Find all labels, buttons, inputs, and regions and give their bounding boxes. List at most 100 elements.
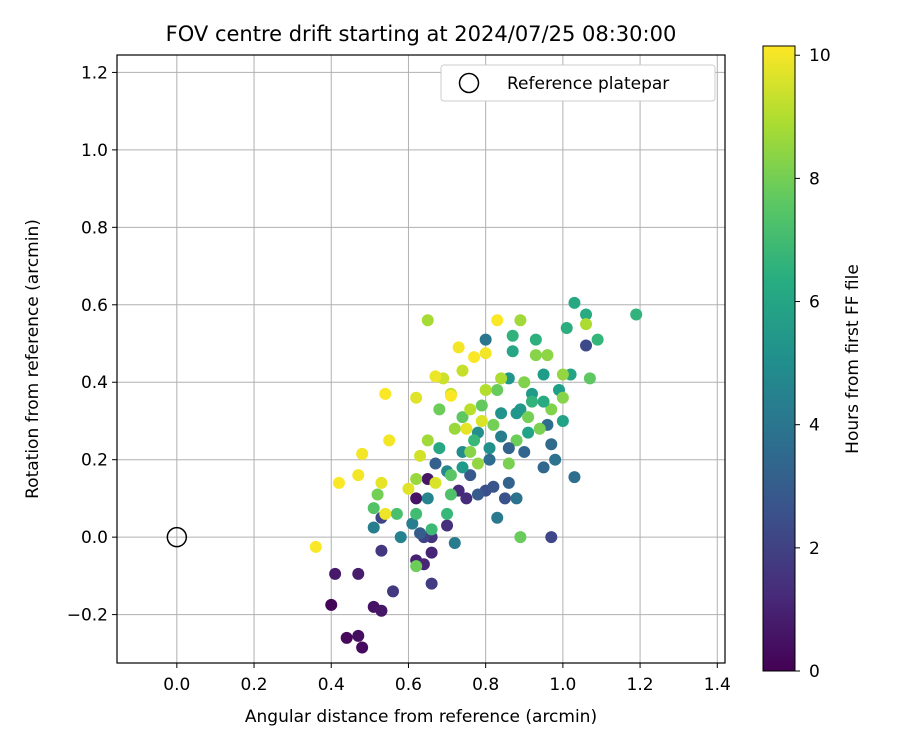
data-point xyxy=(468,351,481,364)
data-point xyxy=(525,395,538,408)
data-point xyxy=(468,434,481,447)
x-tick-label: 0.2 xyxy=(241,675,268,695)
data-point xyxy=(487,480,500,493)
y-tick-label: −0.2 xyxy=(67,606,108,626)
data-point xyxy=(421,492,434,505)
data-point xyxy=(506,345,519,358)
chart-title: FOV centre drift starting at 2024/07/25 … xyxy=(166,22,677,46)
data-point xyxy=(444,488,457,501)
data-point xyxy=(533,422,546,435)
legend-marker-open-circle xyxy=(458,72,480,94)
data-point xyxy=(410,473,423,486)
data-point xyxy=(510,492,523,505)
data-point xyxy=(456,364,469,377)
data-point xyxy=(522,411,535,424)
data-point xyxy=(529,333,542,346)
data-point xyxy=(325,598,338,611)
data-point xyxy=(421,434,434,447)
y-axis-label: Rotation from reference (arcmin) xyxy=(23,219,43,499)
data-point xyxy=(309,540,322,553)
data-point xyxy=(460,422,473,435)
data-point xyxy=(448,536,461,549)
data-point xyxy=(352,567,365,580)
colorbar-gradient xyxy=(762,45,796,672)
x-tick-label: 0.8 xyxy=(472,675,499,695)
data-point xyxy=(556,391,569,404)
data-point xyxy=(483,442,496,455)
data-point xyxy=(568,471,581,484)
data-point xyxy=(495,430,508,443)
data-point xyxy=(495,372,508,385)
data-point xyxy=(518,445,531,458)
data-point xyxy=(379,387,392,400)
x-tick-label: 0.4 xyxy=(318,675,345,695)
data-point xyxy=(340,631,353,644)
x-tick-label: 1.0 xyxy=(549,675,576,695)
colorbar-tick-label: 2 xyxy=(809,539,820,559)
x-tick-label: 0.0 xyxy=(163,675,190,695)
data-point xyxy=(390,507,403,520)
x-axis-ticks: 0.0 0.2 0.4 0.6 0.8 1.0 1.2 1.4 xyxy=(163,663,731,695)
data-point xyxy=(352,469,365,482)
data-point xyxy=(332,476,345,489)
data-point xyxy=(375,604,388,617)
legend-label: Reference platepar xyxy=(507,74,669,94)
data-point xyxy=(429,370,442,383)
data-point xyxy=(556,368,569,381)
data-point xyxy=(580,318,593,331)
data-point xyxy=(479,383,492,396)
data-point xyxy=(425,546,438,559)
x-tick-label: 0.6 xyxy=(395,675,422,695)
data-point xyxy=(433,403,446,416)
data-point xyxy=(352,629,365,642)
data-point xyxy=(502,476,515,489)
y-tick-label: 1.2 xyxy=(81,63,108,83)
data-point xyxy=(406,517,419,530)
data-point xyxy=(487,418,500,431)
y-tick-label: 0.0 xyxy=(81,528,108,548)
data-point xyxy=(414,449,427,462)
colorbar-label: Hours from first FF file xyxy=(843,264,863,454)
data-point xyxy=(375,476,388,489)
data-point xyxy=(410,507,423,520)
data-point xyxy=(429,457,442,470)
data-point xyxy=(556,414,569,427)
data-point xyxy=(471,488,484,501)
data-point xyxy=(491,511,504,524)
data-point xyxy=(591,333,604,346)
reference-platepar-marker xyxy=(166,526,188,548)
data-point xyxy=(630,308,643,321)
data-point xyxy=(537,461,550,474)
data-point xyxy=(545,438,558,451)
data-point xyxy=(537,395,550,408)
data-point xyxy=(514,531,527,544)
y-tick-label: 0.2 xyxy=(81,451,108,471)
data-point xyxy=(498,492,511,505)
data-point xyxy=(479,347,492,360)
data-point xyxy=(425,523,438,536)
data-point xyxy=(464,469,477,482)
data-point xyxy=(444,469,457,482)
data-point xyxy=(460,492,473,505)
colorbar-ticks: 0 2 4 6 8 10 xyxy=(795,46,831,682)
data-point xyxy=(560,322,573,335)
data-point xyxy=(549,453,562,466)
data-point xyxy=(541,349,554,362)
y-tick-label: 1.0 xyxy=(81,141,108,161)
data-point xyxy=(383,434,396,447)
x-axis-label: Angular distance from reference (arcmin) xyxy=(245,707,597,727)
data-point xyxy=(441,519,454,532)
data-point xyxy=(514,314,527,327)
data-point xyxy=(425,577,438,590)
data-point xyxy=(410,560,423,573)
data-point xyxy=(583,372,596,385)
data-point xyxy=(464,445,477,458)
y-tick-label: 0.8 xyxy=(81,218,108,238)
data-point xyxy=(410,391,423,404)
legend-box xyxy=(440,64,716,102)
data-point xyxy=(495,407,508,420)
data-point xyxy=(471,457,484,470)
data-point xyxy=(429,476,442,489)
